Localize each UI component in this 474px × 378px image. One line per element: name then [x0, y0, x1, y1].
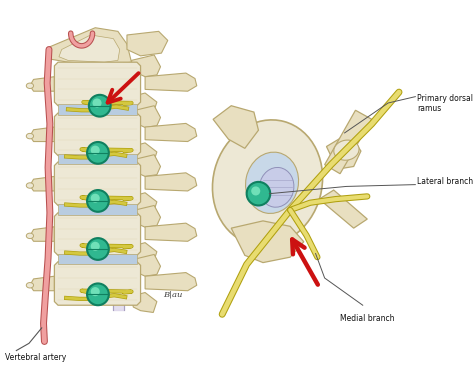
Ellipse shape: [26, 133, 34, 139]
Polygon shape: [30, 276, 55, 291]
Polygon shape: [131, 206, 161, 227]
Polygon shape: [131, 106, 161, 127]
Polygon shape: [327, 133, 361, 169]
Ellipse shape: [246, 152, 299, 214]
Polygon shape: [30, 227, 55, 241]
Circle shape: [87, 284, 109, 305]
Polygon shape: [319, 190, 367, 228]
Polygon shape: [131, 155, 161, 177]
Polygon shape: [131, 254, 161, 276]
Polygon shape: [131, 193, 157, 213]
Circle shape: [91, 287, 100, 296]
Polygon shape: [213, 106, 258, 148]
Polygon shape: [145, 73, 197, 91]
Circle shape: [91, 146, 100, 155]
Polygon shape: [30, 127, 55, 141]
Text: Primary dorsal
ramus: Primary dorsal ramus: [417, 94, 473, 113]
Ellipse shape: [259, 167, 294, 207]
Circle shape: [87, 238, 109, 260]
Polygon shape: [145, 273, 197, 291]
Polygon shape: [55, 262, 141, 305]
Text: Medial branch: Medial branch: [340, 314, 394, 323]
Circle shape: [87, 142, 109, 164]
Ellipse shape: [26, 282, 34, 288]
Circle shape: [246, 182, 270, 206]
Polygon shape: [231, 221, 304, 263]
Polygon shape: [325, 110, 372, 174]
Circle shape: [91, 194, 100, 203]
Circle shape: [91, 242, 100, 251]
Polygon shape: [55, 113, 141, 156]
Ellipse shape: [212, 120, 323, 246]
Ellipse shape: [26, 233, 34, 239]
Polygon shape: [145, 123, 197, 141]
Polygon shape: [131, 93, 157, 113]
Ellipse shape: [26, 83, 34, 88]
Polygon shape: [145, 223, 197, 241]
Polygon shape: [145, 173, 197, 191]
Polygon shape: [131, 293, 157, 313]
Polygon shape: [58, 154, 137, 164]
Polygon shape: [127, 31, 168, 56]
Text: B|au: B|au: [163, 290, 182, 298]
Polygon shape: [58, 254, 137, 263]
Polygon shape: [55, 62, 141, 106]
Polygon shape: [131, 55, 161, 77]
Circle shape: [92, 98, 101, 107]
Polygon shape: [55, 213, 141, 256]
Polygon shape: [131, 243, 157, 263]
Polygon shape: [58, 104, 137, 115]
Polygon shape: [59, 35, 120, 62]
Polygon shape: [47, 28, 131, 65]
Text: Lateral branch: Lateral branch: [417, 177, 473, 186]
Polygon shape: [30, 177, 55, 191]
Ellipse shape: [334, 140, 359, 160]
Circle shape: [87, 190, 109, 212]
Polygon shape: [131, 143, 157, 163]
Polygon shape: [55, 162, 141, 206]
Circle shape: [89, 95, 110, 116]
Polygon shape: [58, 204, 137, 215]
Circle shape: [251, 186, 260, 195]
Polygon shape: [30, 77, 55, 91]
Text: Vertebral artery: Vertebral artery: [5, 353, 66, 362]
Ellipse shape: [26, 183, 34, 188]
